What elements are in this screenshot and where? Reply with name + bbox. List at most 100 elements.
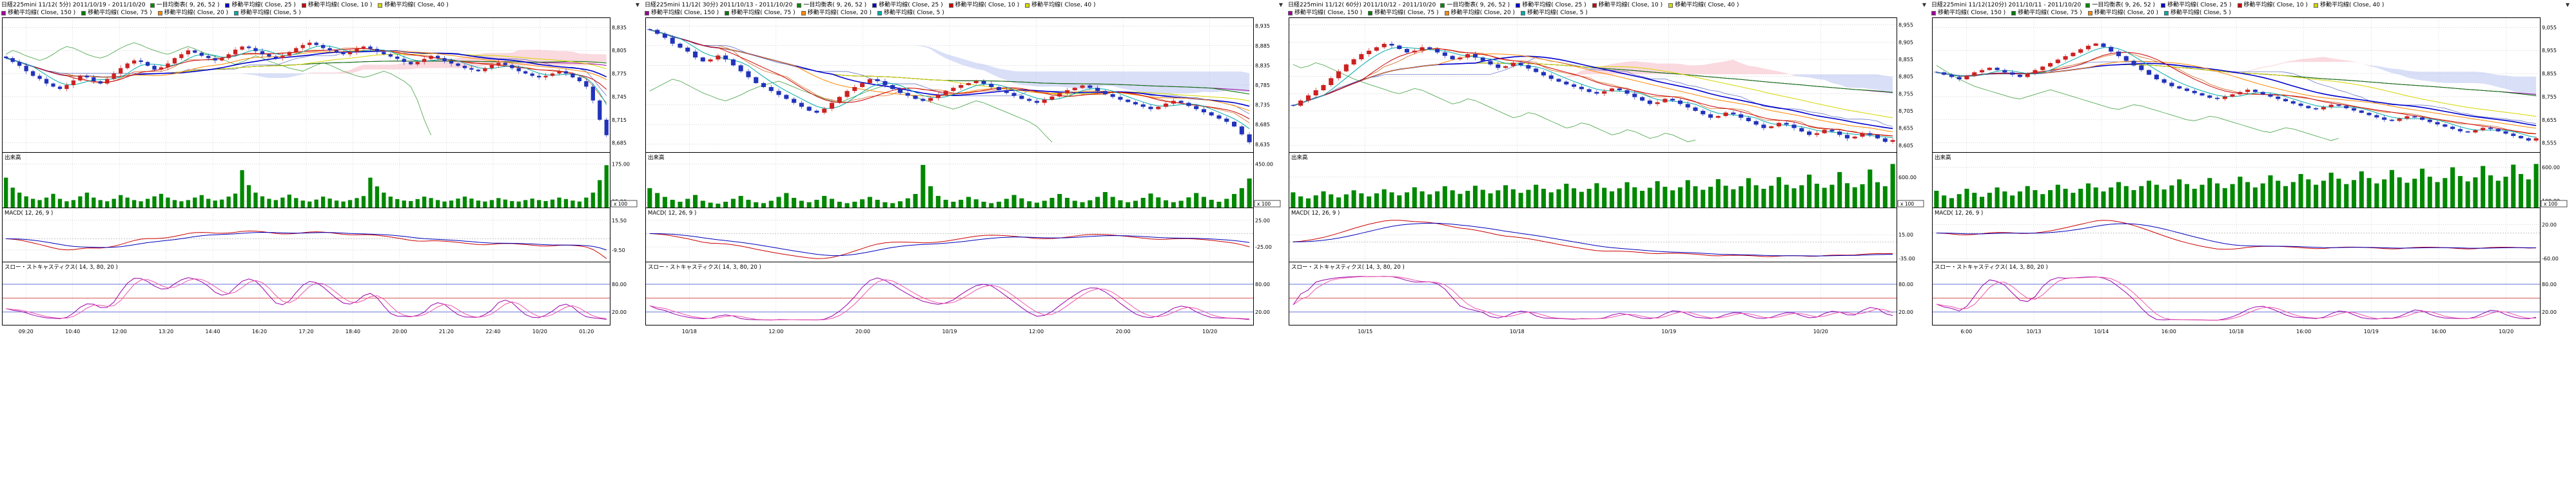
svg-text:600.00: 600.00 — [2542, 165, 2560, 171]
chart-title: 日経225mini 11/12( 30分) 2011/10/13 - 2011/… — [645, 2, 793, 8]
svg-text:スロー・ストキャスティクス( 14, 3, 80, 20 ): スロー・ストキャスティクス( 14, 3, 80, 20 ) — [5, 264, 118, 271]
panel-header: 日経225mini 11/12(120分) 2011/10/11 - 2011/… — [1931, 1, 2571, 17]
legend-swatch-icon — [1288, 10, 1293, 15]
legend-swatch-icon — [1368, 10, 1373, 15]
legend-item: 移動平均線( Close, 10 ) — [301, 1, 372, 9]
svg-text:8,635: 8,635 — [1255, 142, 1270, 148]
candles — [4, 39, 609, 137]
svg-text:20:00: 20:00 — [1116, 329, 1131, 335]
svg-text:25.00: 25.00 — [1255, 218, 1270, 224]
chart-svg: 8,8358,8058,7758,7458,7158,685175.0025.0… — [2, 17, 638, 335]
indicator-legend-row1: 一目均衡表( 9, 26, 52 ) 移動平均線( Close, 25 ) 移動平均… — [150, 1, 449, 9]
x-axis-labels: 10/15 10/18 10/19 10/20 — [1358, 329, 1828, 335]
chart-area[interactable]: 9,0558,9558,8558,7558,6558,555600.00100.… — [1931, 17, 2571, 343]
legend-label: 移動平均線( Close, 150 ) — [1938, 10, 2006, 16]
chart-area[interactable]: 8,935 8,885 8,835 8,785 8,735 8,685 8,635 450.0… — [645, 17, 1284, 343]
svg-text:20.00: 20.00 — [612, 309, 627, 315]
chevron-down-icon[interactable]: ▼ — [1278, 2, 1283, 8]
moving-averages — [649, 29, 1250, 130]
legend-label: 移動平均線( Close, 150 ) — [1294, 10, 1363, 16]
legend-item: 移動平均線( Close, 150 ) — [1931, 9, 2005, 17]
svg-text:8,775: 8,775 — [612, 71, 627, 77]
legend-label: 一目均衡表( 9, 26, 52 ) — [2092, 2, 2156, 8]
svg-text:175.00: 175.00 — [612, 161, 630, 167]
legend-label: 移動平均線( Close, 20 ) — [164, 10, 229, 16]
chart-title: 日経225mini 11/12(120分) 2011/10/11 - 2011/… — [1931, 2, 2082, 8]
chart-svg: 8,955 8,905 8,855 8,805 8,755 8,705 8,655 8,605… — [1289, 17, 1924, 335]
legend-label: 移動平均線( Close, 10 ) — [1598, 2, 1663, 8]
svg-text:10/19: 10/19 — [942, 329, 957, 335]
svg-text:8,755: 8,755 — [2542, 94, 2557, 100]
chart-area[interactable]: 8,955 8,905 8,855 8,805 8,755 8,705 8,655 8,605… — [1288, 17, 1927, 343]
axis-labels: 9,055 8,955 8,855 8,755 8,655 8,555 — [2542, 24, 2557, 146]
svg-text:出来高: 出来高 — [1291, 154, 1308, 161]
legend-swatch-icon — [948, 3, 953, 8]
indicator-legend-row2: 移動平均線( Close, 150 ) 移動平均線( Close, 75 ) 移動平… — [1288, 9, 1588, 17]
svg-text:18:40: 18:40 — [346, 329, 360, 335]
legend-swatch-icon — [1, 10, 6, 15]
chart-panel-3: 日経225mini 11/12( 60分) 2011/10/12 - 2011/… — [1288, 1, 1927, 343]
grid — [1933, 18, 2540, 325]
svg-text:8,755: 8,755 — [1898, 91, 1913, 97]
svg-text:スロー・ストキャスティクス( 14, 3, 80, 20 ): スロー・ストキャスティクス( 14, 3, 80, 20 ) — [1935, 264, 2048, 271]
svg-text:450.00: 450.00 — [1255, 161, 1273, 167]
svg-text:スロー・ストキャスティクス( 14, 3, 80, 20 ): スロー・ストキャスティクス( 14, 3, 80, 20 ) — [1291, 264, 1405, 271]
legend-swatch-icon — [1931, 10, 1936, 15]
volume-unit-box — [2541, 200, 2568, 208]
chart-area[interactable]: 8,8358,8058,7758,7458,7158,685175.0025.0… — [1, 17, 641, 343]
chart-title: 日経225mini 11/12( 60分) 2011/10/12 - 2011/… — [1288, 2, 1436, 8]
legend-item: 一目均衡表( 9, 26, 52 ) — [1440, 1, 1510, 9]
svg-text:8,605: 8,605 — [1898, 142, 1913, 148]
svg-text:10/19: 10/19 — [2364, 329, 2379, 335]
indicator-legend-row2: 移動平均線( Close, 150 ) 移動平均線( Close, 75 ) 移動平… — [1, 9, 301, 17]
svg-text:x 100: x 100 — [2544, 201, 2557, 207]
svg-text:10:40: 10:40 — [65, 329, 80, 335]
svg-text:16:00: 16:00 — [2161, 329, 2176, 335]
svg-text:8,735: 8,735 — [1255, 102, 1270, 108]
legend-item: 移動平均線( Close, 75 ) — [2011, 9, 2082, 17]
legend-item: 移動平均線( Close, 20 ) — [157, 9, 229, 17]
svg-text:スロー・ストキャスティクス( 14, 3, 80, 20 ): スロー・ストキャスティクス( 14, 3, 80, 20 ) — [648, 264, 761, 271]
svg-text:10/13: 10/13 — [2026, 329, 2041, 335]
legend-label: 移動平均線( Close, 150 ) — [8, 10, 76, 16]
svg-text:10/20: 10/20 — [2499, 329, 2513, 335]
svg-text:8,705: 8,705 — [1898, 108, 1913, 114]
svg-text:10/18: 10/18 — [1510, 329, 1525, 335]
svg-text:10/18: 10/18 — [682, 329, 697, 335]
volume-unit-box — [610, 200, 638, 208]
legend-swatch-icon — [225, 3, 230, 8]
svg-text:出来高: 出来高 — [648, 154, 665, 161]
svg-text:16:20: 16:20 — [252, 329, 267, 335]
chevron-down-icon[interactable]: ▼ — [2565, 2, 2570, 8]
svg-text:8,805: 8,805 — [612, 48, 627, 53]
svg-text:8,885: 8,885 — [1255, 43, 1270, 49]
legend-swatch-icon — [1592, 3, 1597, 8]
stoch-pane: 80.00 20.00 スロー・ストキャスティクス( 14, 3, 80, 20 ) — [1289, 264, 1913, 320]
chart-title: 日経225mini 11/12( 5分) 2011/10/19 - 2011/1… — [1, 2, 146, 8]
svg-text:8,855: 8,855 — [1898, 57, 1913, 63]
chart-workspace: 日経225mini 11/12( 5分) 2011/10/19 - 2011/1… — [1, 1, 2571, 343]
svg-text:20.00: 20.00 — [2542, 309, 2557, 315]
chart-svg: 9,0558,9558,8558,7558,6558,555600.00100.… — [1932, 17, 2568, 335]
frame — [2, 17, 610, 325]
macd-pane: 20.00 -60.00 MACD( 12, 26, 9 ) — [1933, 210, 2559, 262]
svg-text:20:00: 20:00 — [392, 329, 407, 335]
svg-text:16:00: 16:00 — [2431, 329, 2446, 335]
indicator-legend-row2: 移動平均線( Close, 150 ) 移動平均線( Close, 75 ) 移動平… — [1931, 9, 2231, 17]
chevron-down-icon[interactable]: ▼ — [635, 2, 639, 8]
svg-text:10/18: 10/18 — [2229, 329, 2243, 335]
svg-text:80.00: 80.00 — [2542, 282, 2557, 287]
svg-text:20.00: 20.00 — [1898, 309, 1913, 315]
grid — [646, 18, 1253, 325]
svg-text:8,935: 8,935 — [1255, 23, 1270, 29]
legend-item: 移動平均線( Close, 75 ) — [81, 9, 152, 17]
svg-text:12:00: 12:00 — [1029, 329, 1044, 335]
svg-text:出来高: 出来高 — [5, 154, 21, 161]
legend-label: 移動平均線( Close, 75 ) — [88, 10, 152, 16]
ichimoku-cloud — [1293, 48, 1893, 142]
panel-header: 日経225mini 11/12( 5分) 2011/10/19 - 2011/1… — [1, 1, 641, 17]
legend-label: 移動平均線( Close, 10 ) — [955, 2, 1020, 8]
chevron-down-icon[interactable]: ▼ — [1922, 2, 1926, 8]
svg-text:6:00: 6:00 — [1960, 329, 1972, 335]
legend-item: 移動平均線( Close, 25 ) — [872, 1, 943, 9]
